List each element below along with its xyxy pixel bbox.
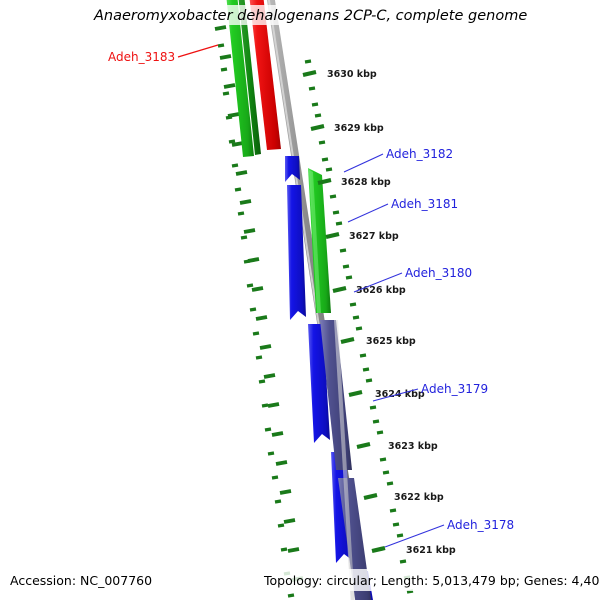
- gene-label-adeh-3182[interactable]: Adeh_3182: [386, 147, 453, 161]
- gene-label-adeh-3179[interactable]: Adeh_3179: [421, 382, 488, 396]
- upper-feature-ribbons[interactable]: [226, 0, 281, 157]
- gene-name-labels[interactable]: Adeh_3183 Adeh_3182 Adeh_3181 Adeh_3180 …: [108, 50, 514, 532]
- gene-leader-lines: [177, 44, 445, 548]
- tick-label-3624: 3624 kbp: [375, 389, 425, 400]
- tick-label-3628: 3628 kbp: [341, 177, 391, 188]
- title-group: Anaeromyxobacter dehalogenans 2CP-C, com…: [88, 5, 527, 25]
- green-gene-arrow-group[interactable]: [308, 168, 331, 313]
- status-bar: Accession: NC_007760 Topology: circular;…: [0, 569, 600, 591]
- gene-label-adeh-3183[interactable]: Adeh_3183: [108, 50, 175, 64]
- tick-label-3627: 3627 kbp: [349, 231, 399, 242]
- ruler-ticks-right: [302, 59, 414, 594]
- genome-summary-text: Topology: circular; Length: 5,013,479 bp…: [263, 573, 600, 588]
- gene-label-adeh-3178[interactable]: Adeh_3178: [447, 518, 514, 532]
- accession-text: Accession: NC_007760: [10, 573, 152, 588]
- gene-arrow-adeh-3182b[interactable]: [287, 185, 306, 320]
- leader-line-adeh-3182: [343, 153, 384, 173]
- tick-label-3630: 3630 kbp: [327, 69, 377, 80]
- title-backdrop: [88, 5, 512, 25]
- leader-line-adeh-3180: [353, 272, 403, 293]
- tick-label-3623: 3623 kbp: [388, 441, 438, 452]
- tick-label-3622: 3622 kbp: [394, 492, 444, 503]
- leader-line-adeh-3183: [177, 44, 219, 58]
- red-gene-ribbon[interactable]: [249, 0, 281, 150]
- leader-line-adeh-3179: [372, 388, 419, 402]
- status-backdrop: [0, 569, 600, 591]
- tick-label-3629: 3629 kbp: [334, 123, 384, 134]
- gene-label-adeh-3181[interactable]: Adeh_3181: [391, 197, 458, 211]
- gene-arrow-adeh-3182a[interactable]: [285, 156, 300, 182]
- leader-line-adeh-3181: [347, 203, 389, 223]
- leader-line-adeh-3178: [384, 524, 445, 548]
- tick-label-3621: 3621 kbp: [406, 545, 456, 556]
- tick-label-3625: 3625 kbp: [366, 336, 416, 347]
- dark-green-gene-ribbon[interactable]: [238, 0, 261, 155]
- tick-label-3626: 3626 kbp: [356, 285, 406, 296]
- page-title: Anaeromyxobacter dehalogenans 2CP-C, com…: [93, 8, 527, 24]
- slate-blue-ribbon-group[interactable]: [320, 320, 372, 600]
- ruler-major-ticks-right: [302, 69, 386, 554]
- gene-label-adeh-3180[interactable]: Adeh_3180: [405, 266, 472, 280]
- green-arrow-edge-highlight: [309, 170, 321, 313]
- ruler-tick-labels: 3630 kbp 3629 kbp 3628 kbp 3627 kbp 3626…: [327, 69, 456, 556]
- slate-ribbon-light-edge: [334, 320, 355, 600]
- green-gene-ribbon[interactable]: [226, 0, 254, 157]
